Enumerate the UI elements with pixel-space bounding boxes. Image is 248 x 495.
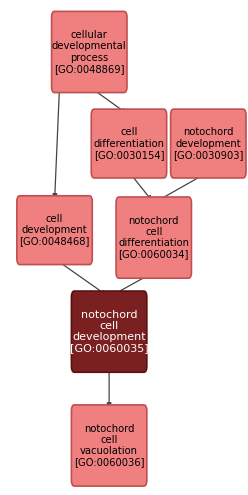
FancyBboxPatch shape xyxy=(116,197,191,278)
FancyBboxPatch shape xyxy=(17,196,92,264)
Text: cellular
developmental
process
[GO:0048869]: cellular developmental process [GO:00488… xyxy=(52,30,126,74)
FancyBboxPatch shape xyxy=(91,109,167,178)
FancyBboxPatch shape xyxy=(71,405,147,486)
Text: cell
development
[GO:0048468]: cell development [GO:0048468] xyxy=(19,214,90,247)
Text: notochord
cell
differentiation
[GO:0060034]: notochord cell differentiation [GO:00600… xyxy=(118,216,189,259)
FancyBboxPatch shape xyxy=(71,291,147,372)
Text: notochord
cell
development
[GO:0060035]: notochord cell development [GO:0060035] xyxy=(70,310,149,353)
Text: notochord
development
[GO:0030903]: notochord development [GO:0030903] xyxy=(173,127,244,160)
FancyBboxPatch shape xyxy=(171,109,246,178)
FancyBboxPatch shape xyxy=(52,11,127,93)
Text: cell
differentiation
[GO:0030154]: cell differentiation [GO:0030154] xyxy=(93,127,164,160)
Text: notochord
cell
vacuolation
[GO:0060036]: notochord cell vacuolation [GO:0060036] xyxy=(74,424,144,467)
